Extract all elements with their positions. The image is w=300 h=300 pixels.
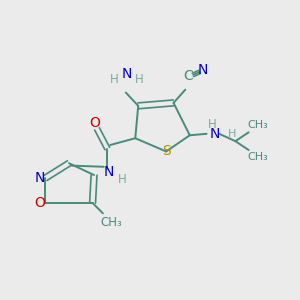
- Text: CH₃: CH₃: [101, 216, 123, 229]
- Text: N: N: [122, 67, 132, 81]
- Text: N: N: [34, 171, 45, 185]
- Text: N: N: [103, 165, 114, 179]
- Text: O: O: [89, 116, 100, 130]
- Text: H: H: [134, 73, 143, 86]
- Text: N: N: [210, 127, 220, 141]
- Text: H: H: [228, 129, 237, 139]
- Text: O: O: [35, 196, 46, 210]
- Text: N: N: [198, 64, 208, 77]
- Text: C: C: [183, 69, 193, 83]
- Text: CH₃: CH₃: [247, 152, 268, 162]
- Text: S: S: [162, 145, 171, 158]
- Text: H: H: [110, 73, 119, 86]
- Text: CH₃: CH₃: [247, 120, 268, 130]
- Text: H: H: [118, 173, 126, 186]
- Text: H: H: [208, 118, 217, 131]
